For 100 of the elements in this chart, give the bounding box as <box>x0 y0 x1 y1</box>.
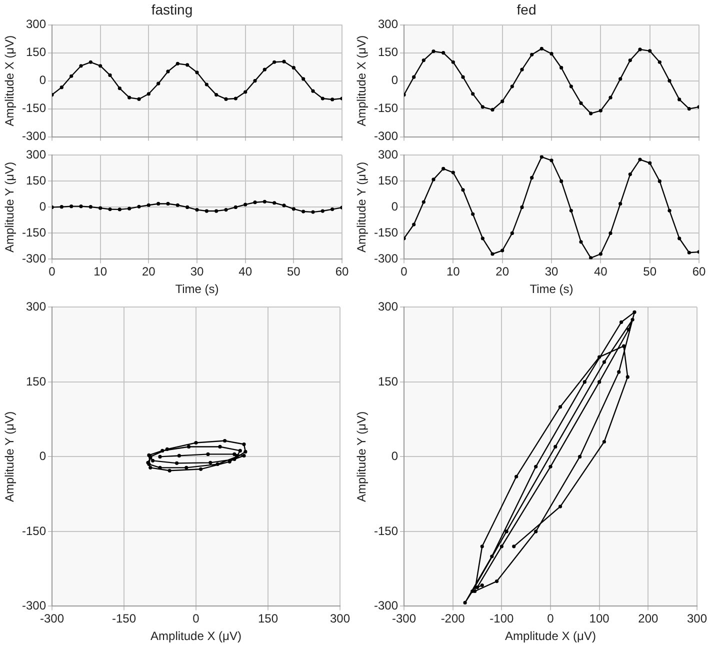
point <box>470 589 474 594</box>
point <box>582 380 586 384</box>
point <box>194 440 198 445</box>
point <box>186 444 191 449</box>
x-tick-label: 0 <box>192 612 200 626</box>
x-tick-label: 300 <box>330 612 350 626</box>
x-tick-label: 60 <box>335 264 349 279</box>
point <box>510 84 514 88</box>
point <box>272 201 276 205</box>
point <box>648 49 652 53</box>
point <box>244 202 248 206</box>
y-tick-label: 0 <box>391 449 398 464</box>
x-tick-label: 40 <box>594 264 608 279</box>
point <box>60 86 64 90</box>
point <box>520 68 524 72</box>
point <box>79 64 83 68</box>
point <box>118 86 122 90</box>
x-axis-title: Amplitude X (μV) <box>505 629 596 644</box>
point <box>534 464 538 468</box>
x-axis-title: Time (s) <box>530 282 574 296</box>
point <box>579 240 583 244</box>
y-tick-label: -150 <box>22 101 46 116</box>
point <box>451 170 455 174</box>
point <box>630 318 634 322</box>
point <box>224 208 228 212</box>
x-tick-label: 50 <box>643 264 657 279</box>
x-tick-label: -200 <box>440 612 466 626</box>
point <box>500 100 504 104</box>
point <box>242 454 246 458</box>
point <box>617 370 621 374</box>
point <box>622 344 626 348</box>
y-axis-title: Amplitude Y (μV) <box>2 411 17 502</box>
point <box>602 440 606 444</box>
point <box>156 202 160 206</box>
point <box>150 458 155 462</box>
point <box>442 166 446 171</box>
point <box>228 460 232 464</box>
point <box>422 58 426 62</box>
point <box>174 461 179 465</box>
point <box>678 236 682 240</box>
point <box>160 448 164 453</box>
x-axis-title: Amplitude X (μV) <box>150 629 242 644</box>
x-tick-label: -100 <box>490 612 514 626</box>
y-tick-label: 0 <box>39 449 46 464</box>
x-tick-label: 0 <box>547 612 554 626</box>
x-tick-label: 300 <box>686 612 708 626</box>
y-tick-label: -150 <box>374 101 398 116</box>
point <box>512 544 516 548</box>
point <box>598 252 602 256</box>
point <box>589 256 593 260</box>
x-axis-title: Time (s) <box>175 282 219 296</box>
point <box>195 208 199 212</box>
y-tick-label: -150 <box>22 524 46 538</box>
point <box>451 60 455 64</box>
y-tick-label: 0 <box>391 200 398 214</box>
point <box>186 205 190 209</box>
y-tick-label: -150 <box>374 226 398 240</box>
y-axis-title: Amplitude X (μV) <box>354 35 369 126</box>
point <box>638 48 642 52</box>
y-tick-label: 150 <box>378 374 398 388</box>
point <box>108 207 112 212</box>
point <box>471 212 475 216</box>
point <box>320 209 324 213</box>
point <box>158 454 162 458</box>
point <box>60 205 64 209</box>
point <box>166 70 170 74</box>
point <box>208 460 212 464</box>
point <box>490 252 494 256</box>
y-tick-label: 0 <box>391 73 398 88</box>
point <box>668 208 672 212</box>
point <box>500 248 504 252</box>
point <box>218 444 222 449</box>
y-tick-label: 150 <box>26 45 46 60</box>
point <box>461 75 465 79</box>
x-tick-label: 30 <box>544 264 558 279</box>
y-tick-label: 300 <box>378 17 398 32</box>
point <box>148 466 152 470</box>
point <box>626 375 630 379</box>
point <box>292 66 296 70</box>
x-tick-label: 0 <box>48 264 56 279</box>
point <box>432 178 436 182</box>
point <box>137 204 141 208</box>
point <box>198 467 203 471</box>
point <box>137 97 141 101</box>
point <box>186 63 190 67</box>
point <box>632 310 636 314</box>
point <box>558 504 562 508</box>
y-tick-label: -150 <box>22 226 46 240</box>
y-tick-label: 0 <box>39 200 46 214</box>
y-tick-label: 300 <box>26 17 46 32</box>
point <box>412 222 416 226</box>
point <box>311 210 315 214</box>
point <box>432 50 436 54</box>
y-tick-label: 150 <box>378 45 398 60</box>
point <box>302 210 306 214</box>
point <box>330 98 334 102</box>
point <box>530 52 534 56</box>
point <box>534 530 538 534</box>
x-tick-label: 60 <box>692 264 706 279</box>
point <box>569 84 573 88</box>
